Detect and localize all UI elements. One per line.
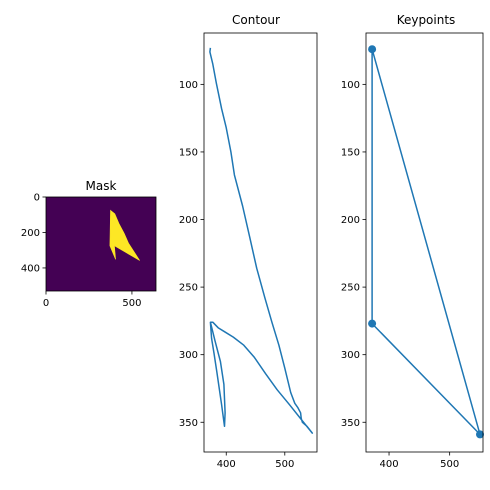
contour-x-ticks: 400 500 bbox=[217, 452, 295, 470]
mask-background bbox=[46, 197, 156, 291]
keypoints-line bbox=[372, 49, 480, 434]
keypoints-y-tick-label: 100 bbox=[341, 80, 360, 91]
mask-plot-area bbox=[46, 197, 156, 291]
keypoints-y-tick-label: 200 bbox=[341, 215, 360, 226]
keypoints-x-tick-label: 400 bbox=[379, 459, 398, 470]
mask-x-tick-label: 500 bbox=[122, 298, 141, 309]
contour-y-tick-label: 250 bbox=[179, 283, 198, 294]
contour-plot-area bbox=[210, 48, 312, 433]
contour-y-tick-label: 350 bbox=[179, 418, 198, 429]
contour-y-tick-label: 200 bbox=[179, 215, 198, 226]
contour-y-tick-label: 100 bbox=[179, 80, 198, 91]
mask-y-ticks: 0 200 400 bbox=[21, 193, 46, 275]
contour-panel: Contour 400 500 100 150 200 250 300 350 bbox=[179, 13, 317, 470]
keypoint-marker bbox=[368, 45, 376, 53]
keypoint-marker bbox=[368, 320, 376, 328]
contour-y-ticks: 100 150 200 250 300 350 bbox=[179, 80, 204, 429]
mask-y-tick-label: 0 bbox=[34, 193, 40, 204]
keypoints-y-tick-label: 150 bbox=[341, 147, 360, 158]
keypoints-y-tick-label: 300 bbox=[341, 350, 360, 361]
mask-x-tick-label: 0 bbox=[43, 298, 49, 309]
keypoints-y-ticks: 100 150 200 250 300 350 bbox=[341, 80, 366, 429]
contour-title: Contour bbox=[232, 13, 280, 27]
keypoints-x-tick-label: 500 bbox=[440, 459, 459, 470]
contour-y-tick-label: 150 bbox=[179, 147, 198, 158]
keypoints-title: Keypoints bbox=[397, 13, 456, 27]
contour-x-tick-label: 500 bbox=[275, 459, 294, 470]
mask-x-ticks: 0 500 bbox=[43, 291, 142, 309]
keypoints-axes-frame bbox=[366, 33, 483, 452]
keypoints-x-ticks: 400 500 bbox=[379, 452, 459, 470]
contour-x-tick-label: 400 bbox=[217, 459, 236, 470]
contour-axes-frame bbox=[204, 33, 317, 452]
contour-y-tick-label: 300 bbox=[179, 350, 198, 361]
mask-y-tick-label: 200 bbox=[21, 228, 40, 239]
keypoints-plot-area bbox=[368, 45, 484, 438]
mask-title: Mask bbox=[86, 179, 117, 193]
keypoints-y-tick-label: 350 bbox=[341, 418, 360, 429]
keypoints-panel: Keypoints 400 500 100 150 200 250 300 350 bbox=[341, 13, 484, 470]
mask-y-tick-label: 400 bbox=[21, 263, 40, 274]
contour-line bbox=[210, 48, 312, 433]
keypoints-y-tick-label: 250 bbox=[341, 283, 360, 294]
mask-panel: Mask 0 500 0 200 400 bbox=[21, 179, 156, 309]
